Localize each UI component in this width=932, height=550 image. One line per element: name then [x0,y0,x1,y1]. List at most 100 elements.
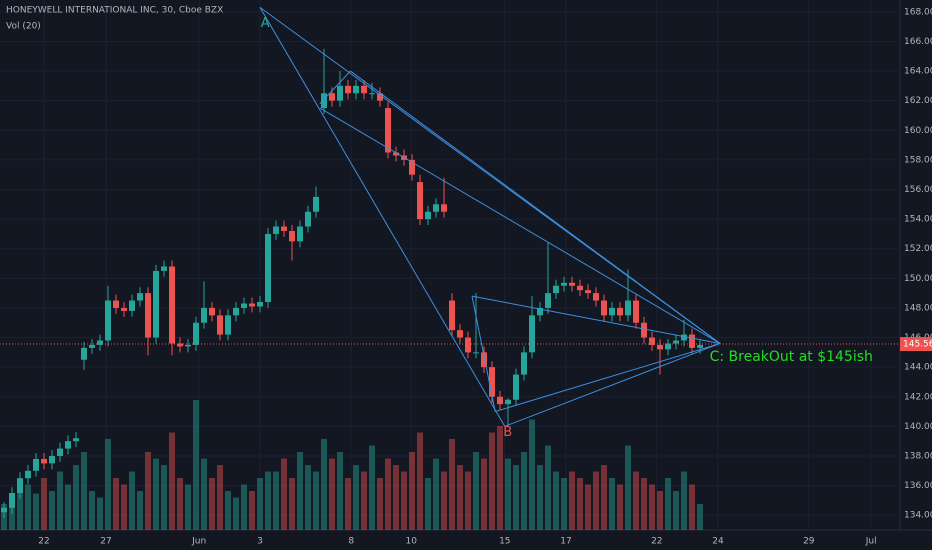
volume-bar [153,458,159,530]
candle-body [97,340,103,345]
candle-body [201,307,207,323]
last-price-box [900,337,932,352]
y-tick-label: 166.00 [904,37,932,47]
volume-bar [49,491,55,530]
candle-body [217,315,223,335]
candle-body [673,340,679,344]
volume-bar [273,471,279,530]
candle-body [89,344,95,348]
volume-bar [65,484,71,530]
candle-body [433,204,439,212]
volume-bar [185,484,191,530]
y-tick-label: 152.00 [904,244,932,254]
volume-bar [233,497,239,530]
candle-body [465,337,471,353]
volume-bar [265,471,271,530]
candle-body [305,211,311,227]
candle-body [329,93,335,101]
candle-body [313,196,319,212]
volume-bar [169,432,175,530]
volume-bar [377,478,383,530]
volume-bar [217,465,223,530]
volume-bar [289,478,295,530]
candle-body [1,507,7,513]
candle-body [529,315,535,353]
y-tick-label: 162.00 [904,96,932,106]
volume-bar [105,439,111,530]
volume-bar [137,491,143,530]
volume-bar [449,439,455,530]
y-tick-label: 168.00 [904,7,932,17]
volume-bar [521,452,527,530]
volume-bar [345,478,351,530]
last-price-label: 145.56 [903,340,932,350]
candle-body [113,300,119,308]
candle-body [553,285,559,294]
candle-body [65,441,71,449]
candle-body [545,293,551,308]
volume-bar [553,471,559,530]
volume-bar [425,478,431,530]
volume-bar [609,478,615,530]
volume-bar [313,471,319,530]
y-tick-label: 138.00 [904,451,932,461]
y-tick-label: 148.00 [904,303,932,313]
candle-body [81,347,87,360]
volume-bar [577,478,583,530]
candle-body [617,307,623,316]
volume-bar [561,478,567,530]
y-tick-label: 142.00 [904,392,932,402]
candle-body [289,230,295,242]
volume-bar [241,484,247,530]
candle-body [41,458,47,464]
volume-bar [209,478,215,530]
candle-body [393,152,399,156]
volume-bar [9,497,15,530]
volume-bar [529,419,535,530]
volume-bar [57,471,63,530]
y-tick-label: 164.00 [904,67,932,77]
x-tick-label: 22 [651,537,662,547]
candle-body [337,85,343,101]
volume-bar [473,452,479,530]
volume-bar [433,458,439,530]
candle-body [689,334,695,348]
volume-bar [369,445,375,530]
candle-body [137,293,143,301]
candle-body [345,85,351,94]
candle-body [249,303,255,307]
candle-body [601,300,607,316]
candle-body [425,211,431,220]
y-tick-label: 154.00 [904,215,932,225]
candle-body [561,282,567,286]
volume-bar [513,465,519,530]
volume-bar [113,478,119,530]
candle-body [417,182,423,220]
candle-body [489,367,495,397]
candle-body [697,344,703,348]
candle-body [513,374,519,400]
volume-bar [625,445,631,530]
candle-body [193,322,199,345]
candle-body [457,330,463,338]
trend-line [471,295,496,412]
volume-bar [417,432,423,530]
volume-bar [537,465,543,530]
volume-bar [361,471,367,530]
y-tick-label: 150.00 [904,274,932,284]
volume-bar [337,452,343,530]
candle-body [145,293,151,338]
chart-title: HONEYWELL INTERNATIONAL INC, 30, Cboe BZ… [6,6,223,16]
volume-bar [489,432,495,530]
trend-line [319,107,721,344]
candle-body [241,303,247,308]
y-tick-label: 136.00 [904,481,932,491]
indicator-label: Vol (20) [6,22,41,32]
candle-body [641,322,647,338]
trend-line [319,70,351,104]
volume-bar [689,484,695,530]
volume-bar [441,471,447,530]
candle-body [169,266,175,344]
volume-bar [281,458,287,530]
